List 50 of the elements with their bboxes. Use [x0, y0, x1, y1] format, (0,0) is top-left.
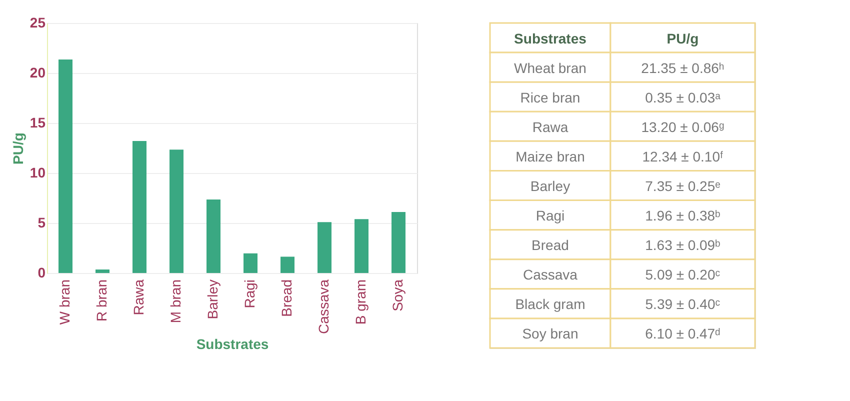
category-label: Maize bran	[516, 148, 585, 164]
y-tick-label: 5	[38, 214, 46, 230]
text: 7.35 ± 0.25ᵉ	[645, 178, 720, 194]
category-label: Soy bran	[522, 326, 578, 342]
category-label: Bread	[532, 237, 569, 254]
y-tick-label: 0	[38, 264, 46, 280]
text: 1.63 ± 0.09ᵇ	[645, 237, 720, 254]
bar	[58, 60, 72, 273]
text: 6.10 ± 0.47ᵈ	[645, 326, 720, 342]
bar	[206, 200, 220, 273]
category-label: Rawa	[532, 118, 568, 135]
category-label: Rice bran	[520, 89, 580, 106]
text: PU/g	[666, 30, 699, 46]
text: 13.20 ± 0.06ᵍ	[641, 118, 724, 135]
category-label: Black gram	[515, 296, 586, 312]
category-label: Barley	[530, 178, 570, 194]
text: 0.35 ± 0.03ᵃ	[645, 89, 720, 106]
bar	[244, 253, 258, 273]
x-tick-label: W bran	[56, 280, 72, 325]
x-tick-label: Ragi	[242, 280, 258, 308]
bar	[132, 141, 146, 273]
x-tick-label: Soya	[390, 279, 406, 312]
text: Substrates	[514, 30, 587, 46]
category-label: Ragi	[536, 208, 565, 224]
category-label: Wheat bran	[514, 60, 586, 76]
x-axis-title: Substrates	[196, 336, 269, 352]
text: 21.35 ± 0.86ʰ	[641, 60, 724, 76]
x-tick-label: Barley	[204, 280, 220, 320]
bar	[318, 222, 332, 273]
bar	[280, 256, 294, 273]
y-tick-label: 25	[30, 14, 46, 30]
y-tick-label: 20	[30, 64, 46, 80]
text: 1.96 ± 0.38ᵇ	[645, 208, 720, 224]
x-tick-label: Rawa	[130, 279, 146, 316]
bar	[170, 150, 184, 273]
text: 5.39 ± 0.40ᶜ	[645, 296, 720, 312]
x-tick-label: Cassava	[316, 279, 332, 334]
y-tick-label: 10	[30, 164, 46, 180]
x-tick-label: Bread	[278, 280, 294, 317]
category-label: Cassava	[522, 266, 578, 283]
text: 5.09 ± 0.20ᶜ	[645, 266, 720, 283]
y-axis-title: PU/g	[10, 132, 26, 164]
y-tick-label: 15	[30, 114, 46, 130]
x-tick-label: B gram	[352, 280, 368, 325]
bar	[392, 212, 406, 273]
text: 12.34 ± 0.10ᶠ	[642, 148, 724, 164]
x-tick-label: M bran	[168, 280, 184, 324]
bar	[354, 219, 368, 273]
bar	[96, 270, 110, 273]
x-tick-label: R bran	[94, 280, 110, 322]
